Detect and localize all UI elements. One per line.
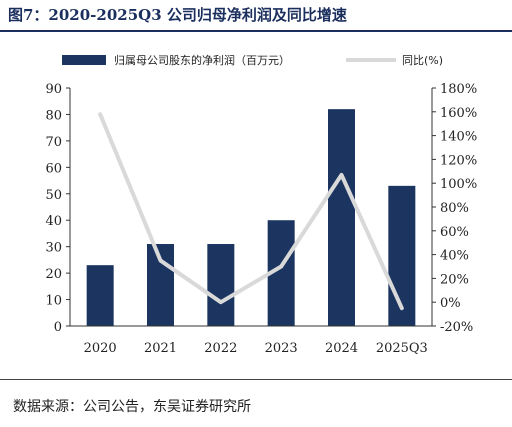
legend-bar-swatch [62,55,106,65]
bar [86,265,114,326]
line-point [99,113,101,115]
x-tick-label: 2025Q3 [376,341,428,356]
right-tick-label: 140% [440,130,477,145]
bar [388,185,416,326]
legend-bar-label: 归属母公司股东的净利润（百万元） [114,53,290,67]
chart-title: 图7：2020-2025Q3 公司归母净利润及同比增速 [8,6,347,24]
left-tick-label: 80 [45,108,62,123]
left-tick-label: 70 [45,135,62,150]
left-tick-label: 90 [45,82,62,97]
line-point [280,266,282,267]
left-tick-label: 40 [45,214,62,229]
line-point [220,301,222,303]
left-tick-label: 20 [45,267,62,282]
right-tick-label: 100% [440,177,477,192]
right-tick-label: 40% [440,249,469,264]
line-point [341,174,342,176]
x-tick-label: 2022 [204,341,237,356]
title-rule [0,30,512,32]
legend-line-label: 同比(%) [402,54,443,67]
right-axis: -20% 0% 20% 40% 60% 80% 100% 120% 140% 160% 180% [431,82,477,335]
right-tick-label: 80% [440,201,469,216]
right-tick-label: 20% [440,272,469,287]
line-series [98,112,404,311]
legend: 归属母公司股东的净利润（百万元） 同比(%) [62,53,443,67]
right-tick-label: -20% [440,320,473,335]
left-tick-label: 10 [45,294,62,309]
left-tick-label: 0 [54,320,62,335]
right-tick-label: 120% [440,153,477,168]
left-axis: 0 10 20 30 40 50 60 70 80 90 [45,82,71,335]
bar [328,109,355,327]
x-tick-label: 2020 [84,341,117,356]
right-tick-label: 0% [440,296,461,311]
bar [207,244,235,326]
left-tick-label: 50 [45,188,62,203]
right-tick-label: 180% [440,82,477,97]
right-tick-label: 60% [440,225,469,240]
bar-series [86,109,416,327]
line-point [160,260,161,262]
left-tick-label: 30 [45,241,62,256]
x-tick-label: 2024 [325,341,358,356]
x-axis: 2020 2021 2022 2023 2024 2025Q3 [70,325,432,356]
line-point [401,307,403,309]
footer-rule [0,379,512,380]
x-tick-label: 2023 [265,341,298,356]
right-tick-label: 160% [440,106,477,121]
growth-line [98,112,404,311]
x-tick-label: 2021 [144,341,177,356]
left-tick-label: 60 [45,161,62,176]
source-note: 数据来源：公司公告，东吴证券研究所 [13,399,251,415]
